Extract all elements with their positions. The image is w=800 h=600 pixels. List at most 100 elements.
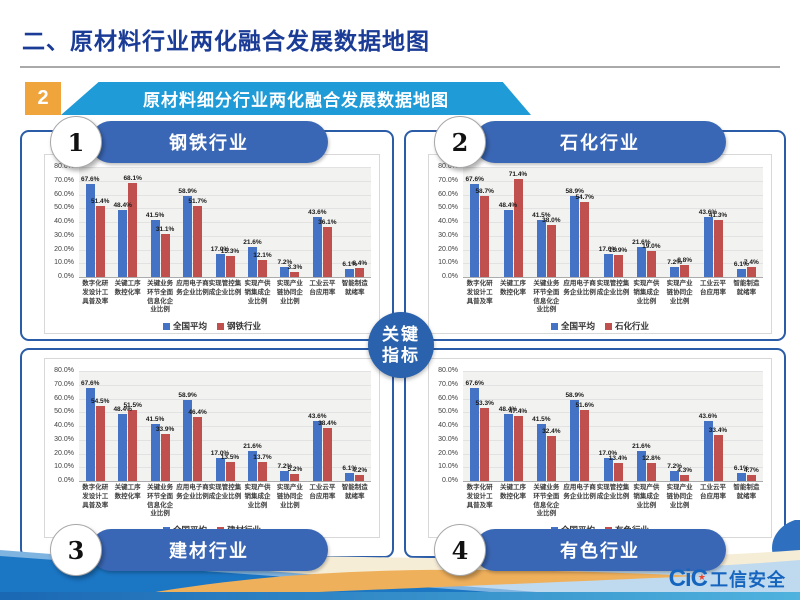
y-tick-label: 70.0% <box>54 380 74 388</box>
quadrant-building-materials: 80.0% 70.0% 60.0% 50.0% 40.0% 30.0% 20.0% 10.0%… <box>20 348 394 576</box>
bar-national <box>247 247 257 277</box>
bar-value-national: 21.6% <box>632 239 651 247</box>
legend-item-national: 全国平均 <box>162 320 207 332</box>
bar-value-national: 6.1% <box>342 260 358 268</box>
bar-national <box>603 457 613 481</box>
x-category-label: 工业云平 台应用率 <box>309 280 336 296</box>
y-tick-label: 50.0% <box>54 408 74 416</box>
gridline <box>463 426 763 427</box>
bar-value-national: 41.5% <box>532 211 551 219</box>
bar-national <box>118 210 128 277</box>
quadrant-title-steel: 钢铁行业 <box>169 133 249 153</box>
bar-value-national: 58.9% <box>178 392 197 399</box>
gridline <box>79 208 371 210</box>
bar-value-industry: 4.3% <box>677 467 693 475</box>
y-tick-label: 60.0% <box>54 394 74 402</box>
y-tick-label: 70.0% <box>438 380 458 388</box>
x-category-label: 应用电子商 务企业比例 <box>563 484 596 500</box>
chart-building-materials: 80.0% 70.0% 60.0% 50.0% 40.0% 30.0% 20.0% 10.0%… <box>44 358 380 538</box>
x-category-label: 关键工序 数控化率 <box>114 280 141 296</box>
legend-label: 全国平均 <box>560 321 595 331</box>
legend-swatch <box>550 322 558 330</box>
y-tick-label: 80.0% <box>438 367 458 374</box>
x-category-label: 实现产供 销集成企 业比例 <box>244 280 271 305</box>
x-category-label: 关键业务 环节全面 信息化企 业比例 <box>533 280 560 314</box>
bar-industry <box>290 272 300 277</box>
gridline <box>79 371 371 372</box>
bar-value-industry: 54.7% <box>575 193 594 201</box>
bar-national <box>636 451 646 481</box>
x-category-label: 实现产供 销集成企 业比例 <box>633 484 660 509</box>
bar-value-national: 41.5% <box>145 415 165 423</box>
bar-national <box>85 388 95 481</box>
y-tick-label: 50.0% <box>438 408 458 416</box>
bar-national <box>280 471 290 481</box>
bar-value-national: 41.5% <box>145 211 165 219</box>
bar-value-industry: 32.4% <box>542 428 561 436</box>
bar-value-national: 67.6% <box>465 380 484 388</box>
y-tick-label: 70.0% <box>54 176 74 184</box>
page-title: 二、原材料行业两化融合发展数据地图 <box>22 28 430 54</box>
bar-value-industry: 51.4% <box>91 198 110 206</box>
gridline <box>463 384 763 386</box>
bar-value-national: 6.1% <box>342 464 358 472</box>
bar-industry <box>480 407 490 481</box>
chart-legend: 全国平均 钢铁行业 <box>45 320 379 332</box>
bar-value-national: 43.6% <box>698 209 718 217</box>
y-tick-label: 40.0% <box>438 218 458 225</box>
bar-national <box>215 253 225 277</box>
bar-industry <box>613 462 623 481</box>
bar-industry <box>257 462 267 481</box>
bar-value-industry: 33.4% <box>708 427 728 435</box>
chart-petrochemical: 80.0% 70.0% 60.0% 50.0% 40.0% 30.0% 20.0% 10.0%… <box>428 154 772 334</box>
bar-national <box>247 451 257 481</box>
x-category-label: 关键业务 环节全面 信息化企 业比例 <box>533 484 560 518</box>
quadrant-petrochemical-header: 2 石化行业 <box>434 116 726 168</box>
bar-value-national: 17.0% <box>598 449 618 457</box>
x-category-label: 关键业务 环节全面 信息化企 业比例 <box>147 280 174 314</box>
gridline <box>463 180 763 182</box>
x-category-label: 实现管控集 成企业比例 <box>208 280 242 296</box>
bar-industry <box>680 264 690 277</box>
gridline <box>79 467 371 469</box>
bar-value-industry: 68.1% <box>123 175 142 183</box>
star-icon: ★ <box>697 572 706 582</box>
x-category-label: 数字化研 发设计工 具普及率 <box>466 484 493 509</box>
y-tick-label: 80.0% <box>54 163 74 170</box>
bar-national <box>736 268 746 277</box>
quadrant-title-petrochemical: 石化行业 <box>560 133 640 153</box>
bar-industry <box>193 205 203 277</box>
bar-national <box>570 400 580 481</box>
y-tick-label: 80.0% <box>54 367 74 374</box>
y-tick-label: 40.0% <box>54 422 74 429</box>
quadrant-nonferrous: 80.0% 70.0% 60.0% 50.0% 40.0% 30.0% 20.0% 10.0%… <box>404 348 786 576</box>
bar-industry <box>546 436 556 481</box>
bar-value-national: 17.0% <box>210 245 230 253</box>
y-tick-label: 60.0% <box>54 190 74 198</box>
x-category-label: 实现产供 销集成企 业比例 <box>633 280 660 305</box>
x-category-label: 智能制造 就绪率 <box>341 484 368 500</box>
bar-value-national: 7.2% <box>667 259 683 267</box>
bar-industry <box>580 201 590 277</box>
x-category-label: 关键业务 环节全面 信息化企 业比例 <box>147 484 174 518</box>
bar-national <box>85 184 95 277</box>
y-tick-label: 60.0% <box>438 394 458 402</box>
gridline <box>463 249 763 251</box>
quadrant-number-3: 3 <box>50 524 102 576</box>
gridline <box>79 481 371 482</box>
key-indicators-line1: 关键 <box>382 324 420 344</box>
gridline <box>463 277 763 278</box>
cic-logo-mark: CiC ★ <box>668 565 708 592</box>
bar-value-national: 21.6% <box>243 239 262 247</box>
bar-national <box>670 471 680 481</box>
y-tick-label: 30.0% <box>438 231 458 239</box>
chart-steel: 80.0% 70.0% 60.0% 50.0% 40.0% 30.0% 20.0% 10.0%… <box>44 154 380 334</box>
x-category-label: 实现管控集 成企业比例 <box>596 484 630 500</box>
bar-industry <box>128 410 138 481</box>
bar-value-national: 7.2% <box>667 463 683 471</box>
gridline <box>463 371 763 372</box>
bar-value-industry: 13.4% <box>608 454 628 462</box>
bar-value-industry: 12.8% <box>642 455 661 463</box>
bar-national <box>345 268 355 277</box>
bar-value-industry: 3.3% <box>287 264 303 272</box>
